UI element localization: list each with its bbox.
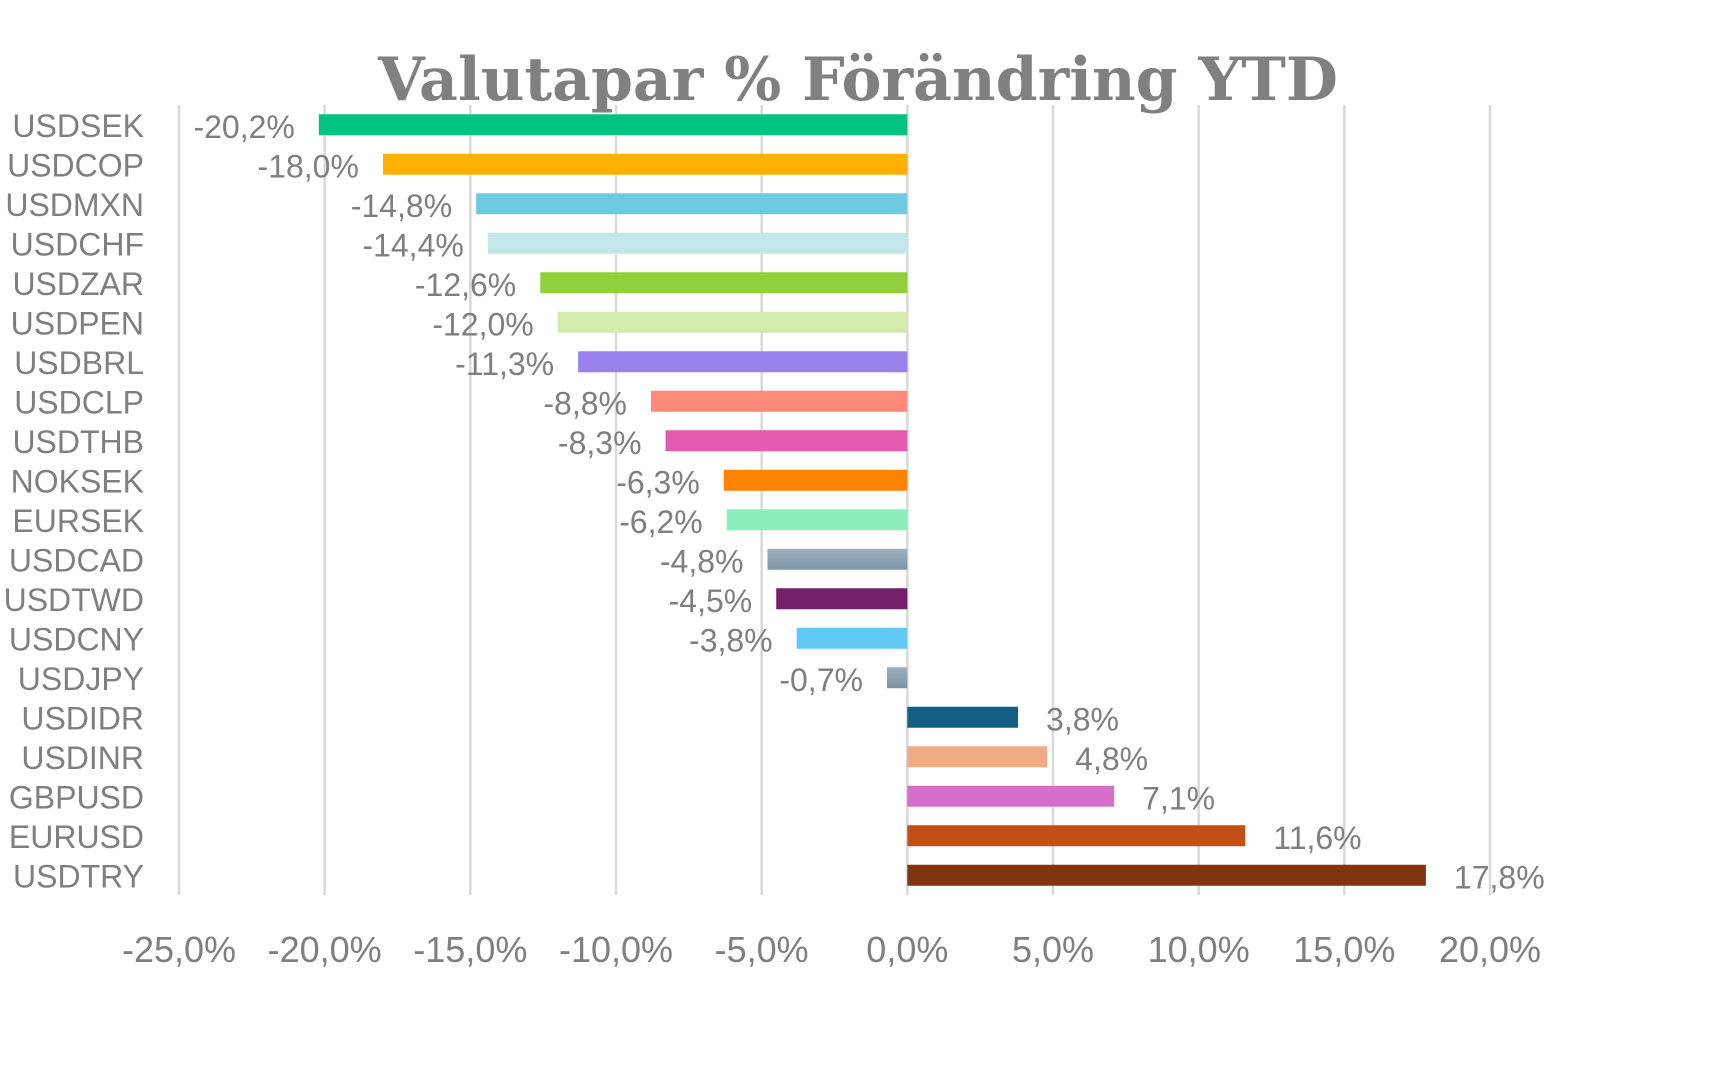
value-label: -12,0%	[432, 306, 533, 342]
bar-usdclp	[650, 390, 908, 412]
category-label: USDIDR	[21, 700, 144, 736]
x-tick-label: 15,0%	[1293, 929, 1395, 970]
bars	[318, 114, 1426, 886]
bar-usdjpy	[886, 667, 908, 689]
value-label: -14,8%	[351, 188, 452, 224]
category-label: USDCLP	[14, 384, 144, 420]
bar-usdtwd	[776, 588, 908, 610]
x-tick-label: 0,0%	[866, 929, 948, 970]
category-label: GBPUSD	[9, 779, 144, 815]
value-label: -8,3%	[558, 425, 642, 461]
bar-usdthb	[665, 430, 908, 452]
bar-usdcop	[382, 153, 908, 175]
x-tick-label: -20,0%	[268, 929, 382, 970]
value-label: 17,8%	[1454, 859, 1545, 895]
bar-usdmxn	[476, 193, 908, 215]
value-label: -18,0%	[258, 148, 359, 184]
category-label: EURSEK	[12, 503, 144, 539]
value-label: -3,8%	[689, 622, 773, 658]
x-tick-label: -5,0%	[715, 929, 809, 970]
bar-usdsek	[318, 114, 908, 136]
category-label: USDTHB	[12, 424, 144, 460]
bar-usdidr	[907, 706, 1019, 728]
category-label: EURUSD	[9, 819, 144, 855]
value-label: -8,8%	[543, 385, 627, 421]
bar-eurusd	[907, 825, 1246, 847]
category-label: NOKSEK	[11, 463, 144, 499]
value-label: -4,8%	[660, 543, 744, 579]
value-label: -14,4%	[362, 227, 463, 263]
x-tick-label: 10,0%	[1148, 929, 1250, 970]
bar-usdcad	[767, 548, 908, 570]
chart-title: Valutapar % Förändring YTD	[377, 45, 1338, 115]
category-label: USDINR	[21, 740, 144, 776]
category-label: USDMXN	[5, 187, 144, 223]
category-label: USDCNY	[9, 621, 144, 657]
x-tick-label: -10,0%	[559, 929, 673, 970]
category-label: USDCHF	[11, 226, 144, 262]
value-label: 7,1%	[1142, 780, 1215, 816]
bar-usdbrl	[578, 351, 908, 373]
value-label: -4,5%	[669, 583, 753, 619]
value-label: -20,2%	[193, 109, 294, 145]
value-labels: -20,2%-18,0% -14,8%-14,4% -12,6%-12,0% -11,…	[193, 109, 1544, 896]
category-label: USDTRY	[13, 858, 144, 894]
category-label: USDJPY	[18, 661, 144, 697]
x-axis-tick-labels: -25,0% -20,0% -15,0% -10,0% -5,0% 0,0% 5,0% 10,…	[122, 929, 1541, 970]
bar-usdinr	[907, 746, 1048, 768]
value-label: 4,8%	[1075, 741, 1148, 777]
category-label: USDPEN	[11, 305, 144, 341]
bar-gbpusd	[907, 785, 1115, 807]
category-label: USDTWD	[4, 582, 144, 618]
value-label: -11,3%	[455, 346, 554, 382]
value-label: 11,6%	[1273, 820, 1361, 856]
x-tick-label: -15,0%	[413, 929, 527, 970]
category-label: USDCOP	[7, 147, 144, 183]
value-label: -12,6%	[415, 267, 516, 303]
value-label: -6,3%	[616, 464, 700, 500]
category-label: USDSEK	[12, 108, 144, 144]
bar-usdcny	[796, 627, 908, 649]
category-label: USDZAR	[12, 266, 144, 302]
bar-usdzar	[540, 272, 908, 294]
value-label: -6,2%	[619, 504, 703, 540]
bar-usdtry	[907, 864, 1426, 886]
bar-noksek	[723, 469, 908, 491]
bar-eursek	[726, 509, 908, 531]
x-tick-label: 20,0%	[1439, 929, 1541, 970]
bar-usdpen	[557, 311, 908, 333]
value-label: -0,7%	[779, 662, 863, 698]
value-label: 3,8%	[1046, 701, 1119, 737]
category-label: USDBRL	[14, 345, 144, 381]
x-tick-label: -25,0%	[122, 929, 236, 970]
bar-usdchf	[487, 232, 908, 254]
x-tick-label: 5,0%	[1012, 929, 1094, 970]
category-label: USDCAD	[9, 542, 144, 578]
